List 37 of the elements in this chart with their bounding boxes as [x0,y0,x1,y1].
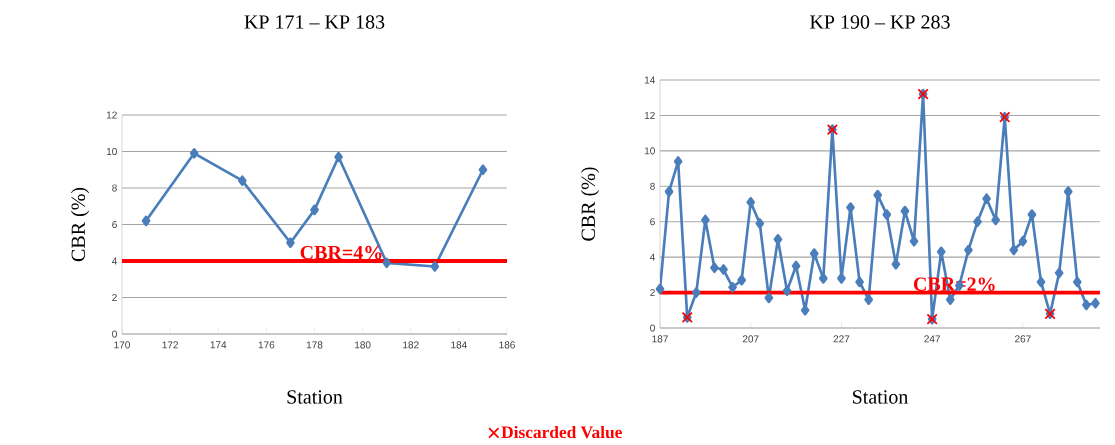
ref-line-label: CBR=4% [300,245,382,260]
x-tick-label: 267 [1015,335,1031,343]
x-tick-label: 227 [833,335,850,343]
x-tick-label: 172 [162,341,178,349]
x-tick-label: 180 [355,341,371,349]
y-tick-label: 4 [649,253,655,261]
x-axis-title: Station [287,390,343,404]
y-axis-title: CBR (%) [70,187,90,262]
x-tick-label: 184 [451,341,467,349]
x-tick-label: 247 [924,335,940,343]
y-tick-label: 6 [112,220,117,228]
x-tick-label: 182 [403,341,419,349]
y-tick-label: 12 [106,111,117,119]
y-tick-label: 10 [106,147,117,155]
y-tick-label: 10 [644,147,655,155]
x-tick-label: 176 [258,341,275,349]
y-tick-label: 2 [112,293,117,301]
chart-title: KP 190 – KP 283 [810,15,950,29]
x-tick-label: 174 [210,341,227,349]
x-tick-label: 170 [114,341,130,349]
y-tick-label: 4 [111,257,118,265]
y-axis-title: CBR (%) [580,167,600,241]
y-tick-label: 0 [112,330,117,338]
y-tick-label: 6 [650,218,655,226]
y-tick-label: 2 [650,288,655,296]
x-axis-title: Station [852,390,909,404]
x-tick-label: 186 [499,341,515,349]
y-tick-label: 12 [644,111,655,119]
y-tick-label: 0 [650,324,655,332]
y-tick-label: 8 [650,182,655,190]
y-tick-label: 8 [112,184,117,192]
x-tick-label: 178 [306,341,323,349]
x-tick-label: 207 [742,335,759,343]
chart-title: KP 171 – KP 183 [244,15,385,29]
y-tick-label: 14 [644,76,655,84]
legend-label: Discarded Value [501,425,622,439]
x-tick-label: 187 [652,335,668,343]
